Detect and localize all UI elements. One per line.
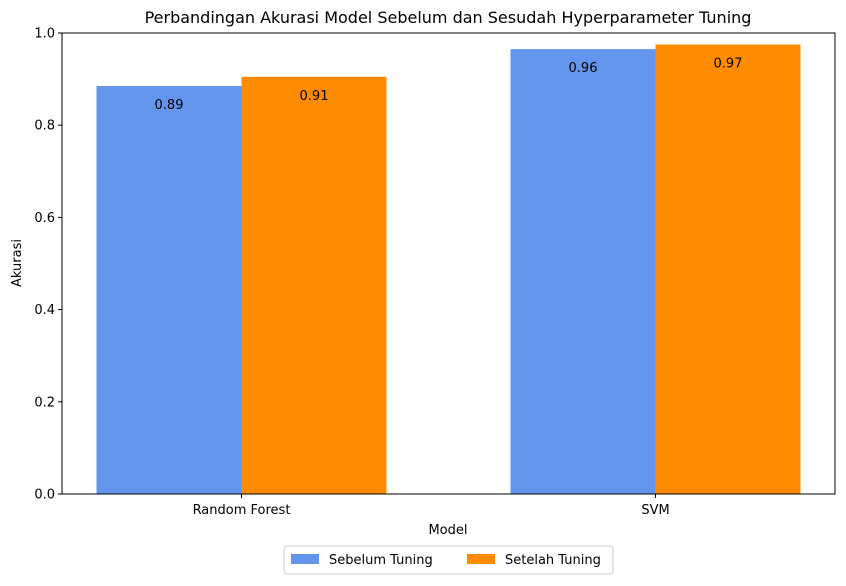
- bar-value-label: 0.96: [569, 61, 598, 76]
- x-tick-label: SVM: [641, 503, 669, 518]
- plot-area-frame: [61, 32, 836, 495]
- bar-labels-group: 0.89 0.96 0.91 0.97: [155, 57, 743, 113]
- y-axis: 0.0 0.2 0.4 0.6 0.8 1.0: [34, 27, 62, 503]
- y-tick-label: 0.0: [34, 488, 55, 503]
- legend-swatch-sebelum: [291, 554, 319, 564]
- y-axis-label: Akurasi: [10, 239, 25, 287]
- bars-group: [96, 44, 801, 495]
- bar-value-label: 0.97: [714, 57, 743, 72]
- bar-sebelum-tuning-random-forest: [96, 86, 242, 494]
- y-tick-label: 0.6: [34, 211, 55, 226]
- x-axis: Random Forest SVM: [193, 494, 670, 518]
- y-tick-label: 0.8: [34, 119, 55, 134]
- y-tick-label: 1.0: [34, 27, 55, 42]
- legend-frame: [283, 545, 614, 575]
- y-tick-label: 0.4: [34, 303, 55, 318]
- legend: Sebelum Tuning Setelah Tuning: [283, 545, 614, 575]
- x-axis-label: Model: [428, 523, 467, 538]
- bar-value-label: 0.89: [155, 98, 184, 113]
- legend-label-setelah: Setelah Tuning: [505, 553, 601, 568]
- bar-sebelum-tuning-svm: [510, 49, 656, 494]
- bar-setelah-tuning-svm: [655, 44, 801, 495]
- bar-value-label: 0.91: [300, 89, 329, 104]
- y-tick-label: 0.2: [34, 395, 55, 410]
- chart-title: Perbandingan Akurasi Model Sebelum dan S…: [145, 8, 752, 27]
- legend-swatch-setelah: [467, 554, 495, 564]
- x-tick-label: Random Forest: [193, 503, 291, 518]
- bar-setelah-tuning-random-forest: [241, 76, 387, 495]
- legend-label-sebelum: Sebelum Tuning: [329, 553, 433, 568]
